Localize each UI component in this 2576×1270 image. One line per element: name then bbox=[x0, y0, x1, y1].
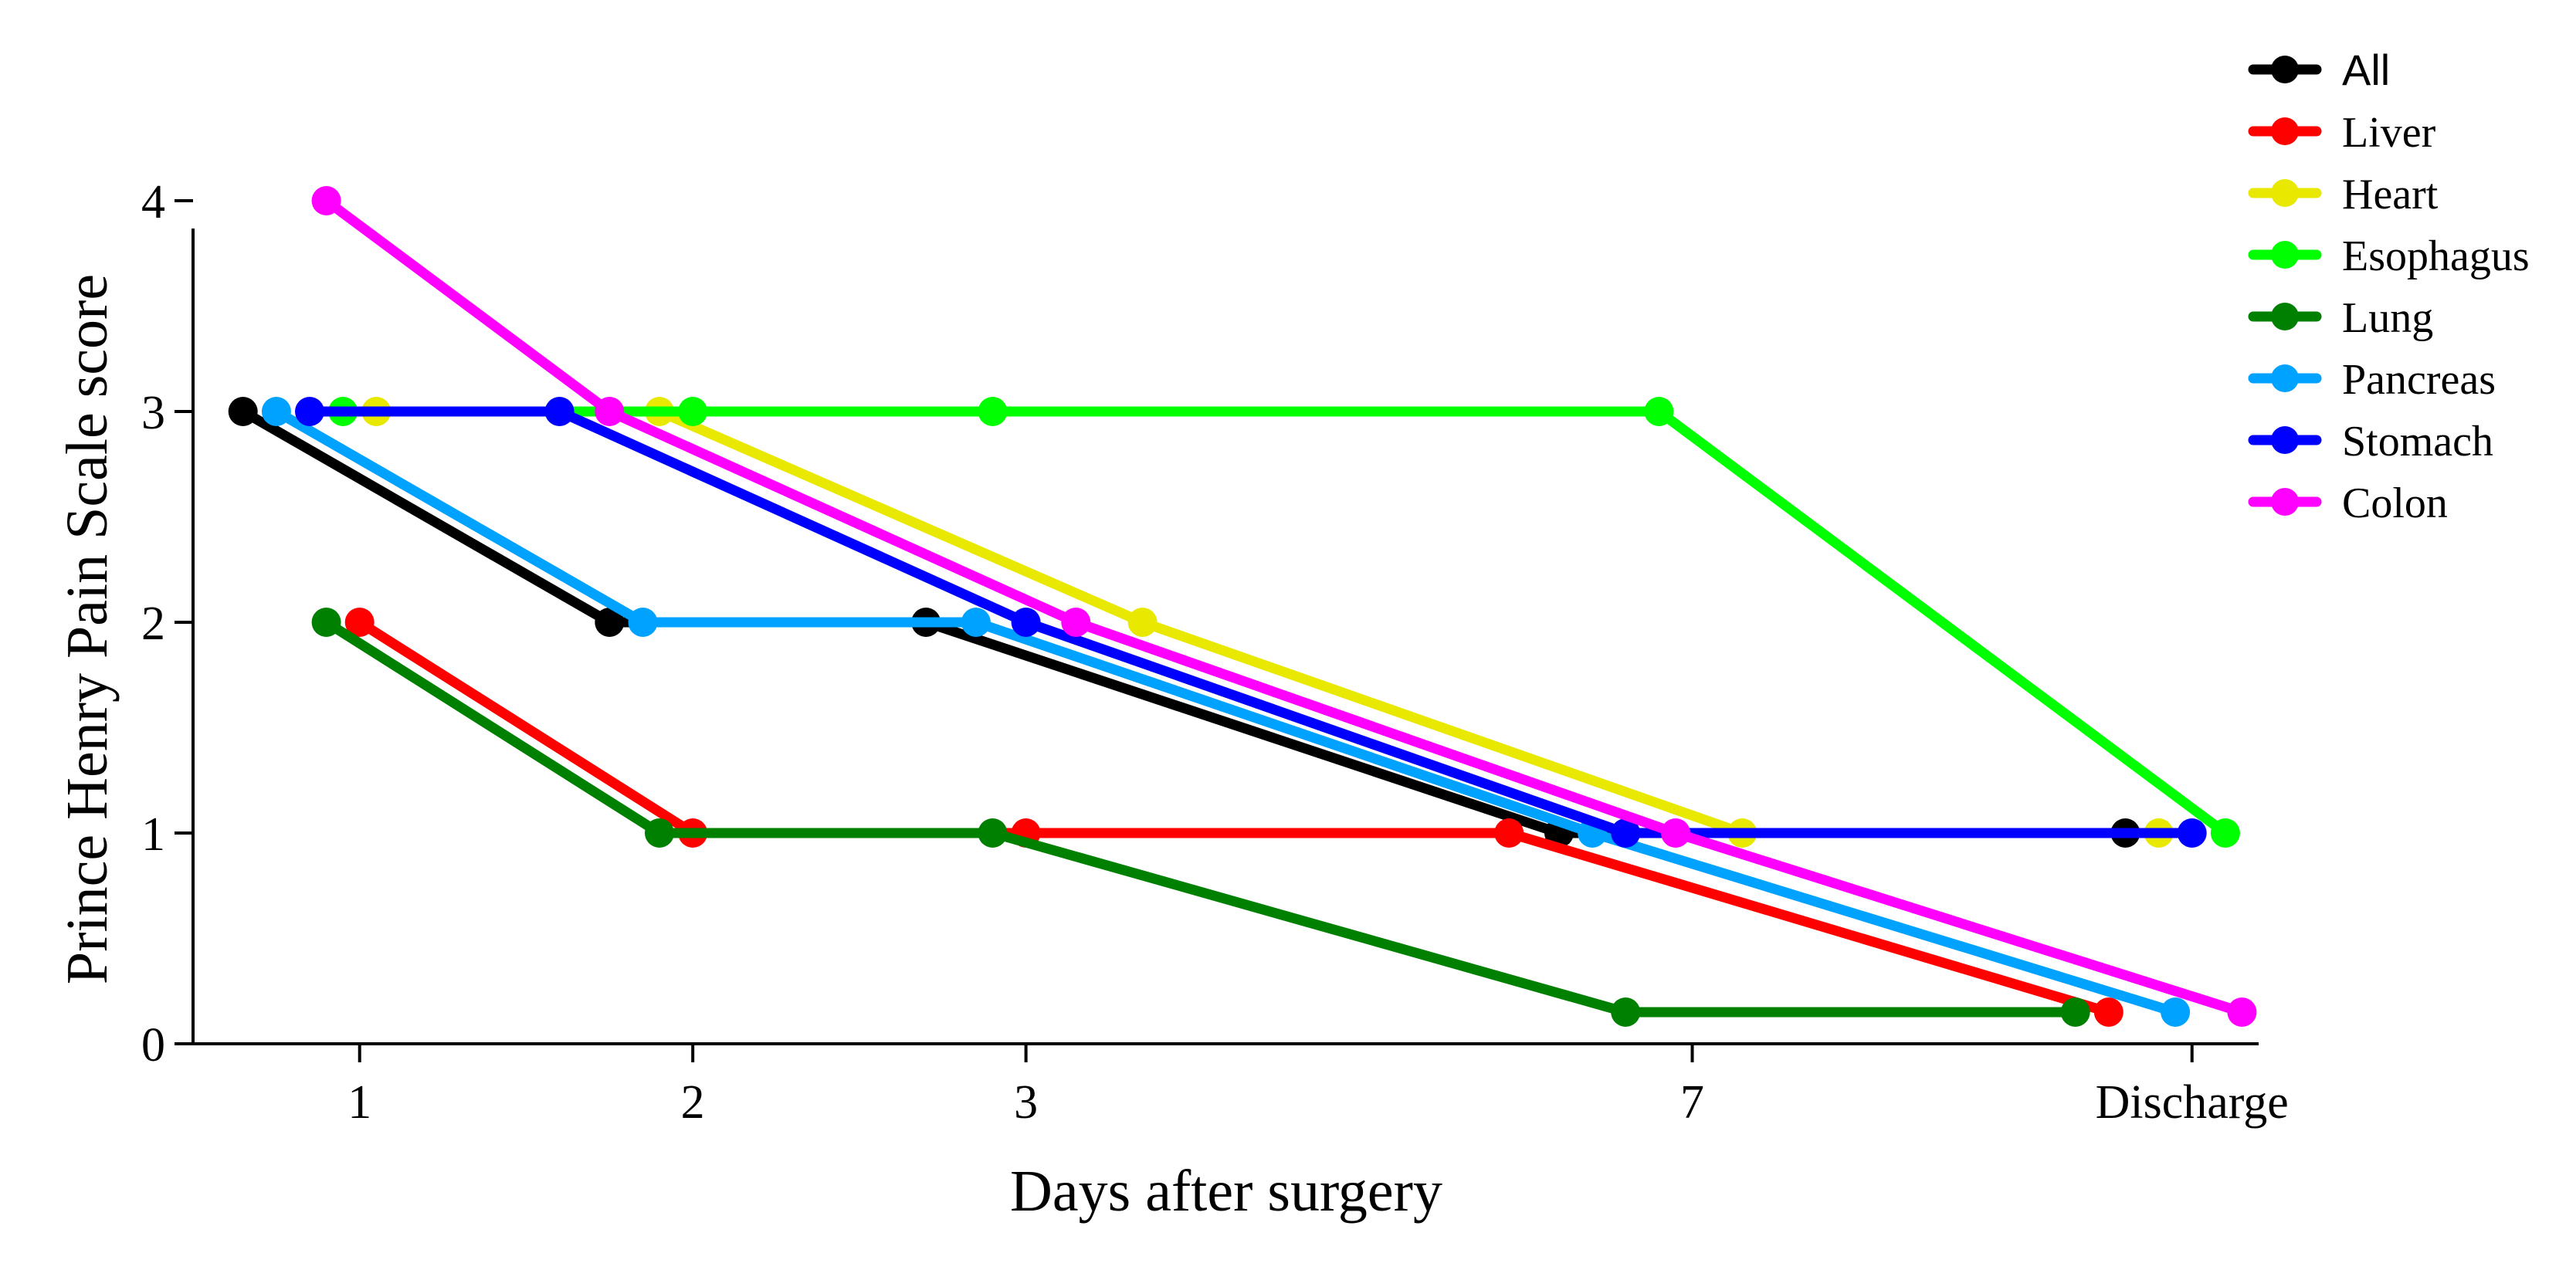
legend-label: Lung bbox=[2342, 294, 2433, 342]
data-point-heart bbox=[1127, 608, 1158, 637]
data-point-lung bbox=[1611, 997, 1641, 1027]
legend-label: Stomach bbox=[2342, 418, 2493, 466]
x-tick-label: 3 bbox=[1014, 1076, 1038, 1129]
data-point-lung bbox=[978, 818, 1008, 848]
legend-label: Esophagus bbox=[2342, 232, 2530, 280]
series-esophagus bbox=[328, 397, 2240, 848]
data-point-esophagus bbox=[678, 397, 708, 426]
data-point-pancreas bbox=[961, 608, 991, 637]
y-tick-label: 3 bbox=[141, 387, 165, 439]
x-tick-label: Discharge bbox=[2096, 1076, 2289, 1129]
data-point-liver bbox=[1494, 818, 1524, 848]
legend-swatch-marker bbox=[2271, 117, 2299, 145]
legend-label: All bbox=[2342, 46, 2390, 94]
x-tick-label: 2 bbox=[681, 1076, 705, 1129]
data-point-liver bbox=[2093, 997, 2124, 1027]
legend-label: Colon bbox=[2342, 479, 2448, 527]
legend-swatch-marker bbox=[2271, 364, 2299, 392]
series-colon bbox=[311, 186, 2257, 1027]
data-point-pancreas bbox=[2161, 997, 2191, 1027]
data-point-colon bbox=[1661, 818, 1690, 848]
series-liver bbox=[344, 608, 2124, 1027]
data-point-colon bbox=[1061, 608, 1091, 637]
data-point-esophagus bbox=[2210, 818, 2240, 848]
legend-item-lung: Lung bbox=[2248, 294, 2433, 342]
data-point-esophagus bbox=[978, 397, 1008, 426]
legend-item-pancreas: Pancreas bbox=[2248, 356, 2496, 404]
data-point-lung bbox=[645, 818, 674, 848]
series-all bbox=[228, 397, 2140, 848]
data-point-colon bbox=[2227, 997, 2257, 1027]
data-point-stomach bbox=[1611, 818, 1641, 848]
legend-item-esophagus: Esophagus bbox=[2248, 232, 2530, 280]
legend-swatch-marker bbox=[2271, 426, 2299, 454]
y-tick-label: 2 bbox=[141, 598, 165, 650]
data-point-stomach bbox=[2177, 818, 2207, 848]
series-lung bbox=[311, 608, 2090, 1027]
data-point-stomach bbox=[295, 397, 324, 426]
y-tick-label: 0 bbox=[141, 1019, 165, 1072]
data-point-pancreas bbox=[628, 608, 658, 637]
legend-item-stomach: Stomach bbox=[2248, 418, 2493, 466]
data-point-lung bbox=[2060, 997, 2090, 1027]
legend: All Liver Heart Esophagus Lung Pancreas Stomac… bbox=[2248, 46, 2530, 527]
data-point-all bbox=[228, 397, 258, 426]
data-point-all bbox=[595, 608, 625, 637]
data-point-colon bbox=[595, 397, 625, 426]
y-tick-label: 4 bbox=[141, 176, 165, 229]
legend-swatch-marker bbox=[2271, 241, 2299, 269]
x-tick-label: 7 bbox=[1680, 1076, 1704, 1129]
legend-swatch-marker bbox=[2271, 303, 2299, 330]
data-point-esophagus bbox=[1644, 397, 1674, 426]
data-point-stomach bbox=[544, 397, 575, 426]
data-point-pancreas bbox=[261, 397, 291, 426]
series-layer bbox=[228, 186, 2257, 1027]
legend-item-heart: Heart bbox=[2248, 171, 2439, 218]
x-tick-label: 1 bbox=[347, 1076, 371, 1129]
legend-item-all: All bbox=[2248, 46, 2390, 94]
legend-label: Liver bbox=[2342, 109, 2436, 157]
legend-swatch-marker bbox=[2271, 488, 2299, 516]
legend-item-liver: Liver bbox=[2248, 109, 2436, 157]
data-point-liver bbox=[344, 608, 375, 637]
y-axis-title: Prince Henry Pain Scale score bbox=[55, 274, 120, 984]
legend-item-colon: Colon bbox=[2248, 479, 2448, 527]
legend-label: Heart bbox=[2342, 171, 2439, 218]
series-pancreas bbox=[261, 397, 2191, 1027]
y-tick-label: 1 bbox=[141, 808, 165, 861]
x-axis-title: Days after surgery bbox=[1010, 1159, 1442, 1224]
data-point-stomach bbox=[1011, 608, 1041, 637]
series-line-pancreas bbox=[271, 406, 2181, 1018]
data-point-colon bbox=[311, 186, 341, 215]
legend-label: Pancreas bbox=[2342, 356, 2496, 404]
legend-swatch-marker bbox=[2271, 179, 2299, 207]
series-stomach bbox=[295, 397, 2207, 848]
series-line-all bbox=[238, 406, 2130, 838]
axes: 0 1 2 3 4 1 2 3 7 Discharge bbox=[141, 176, 2289, 1129]
legend-swatch-marker bbox=[2271, 56, 2299, 83]
data-point-lung bbox=[311, 608, 341, 637]
